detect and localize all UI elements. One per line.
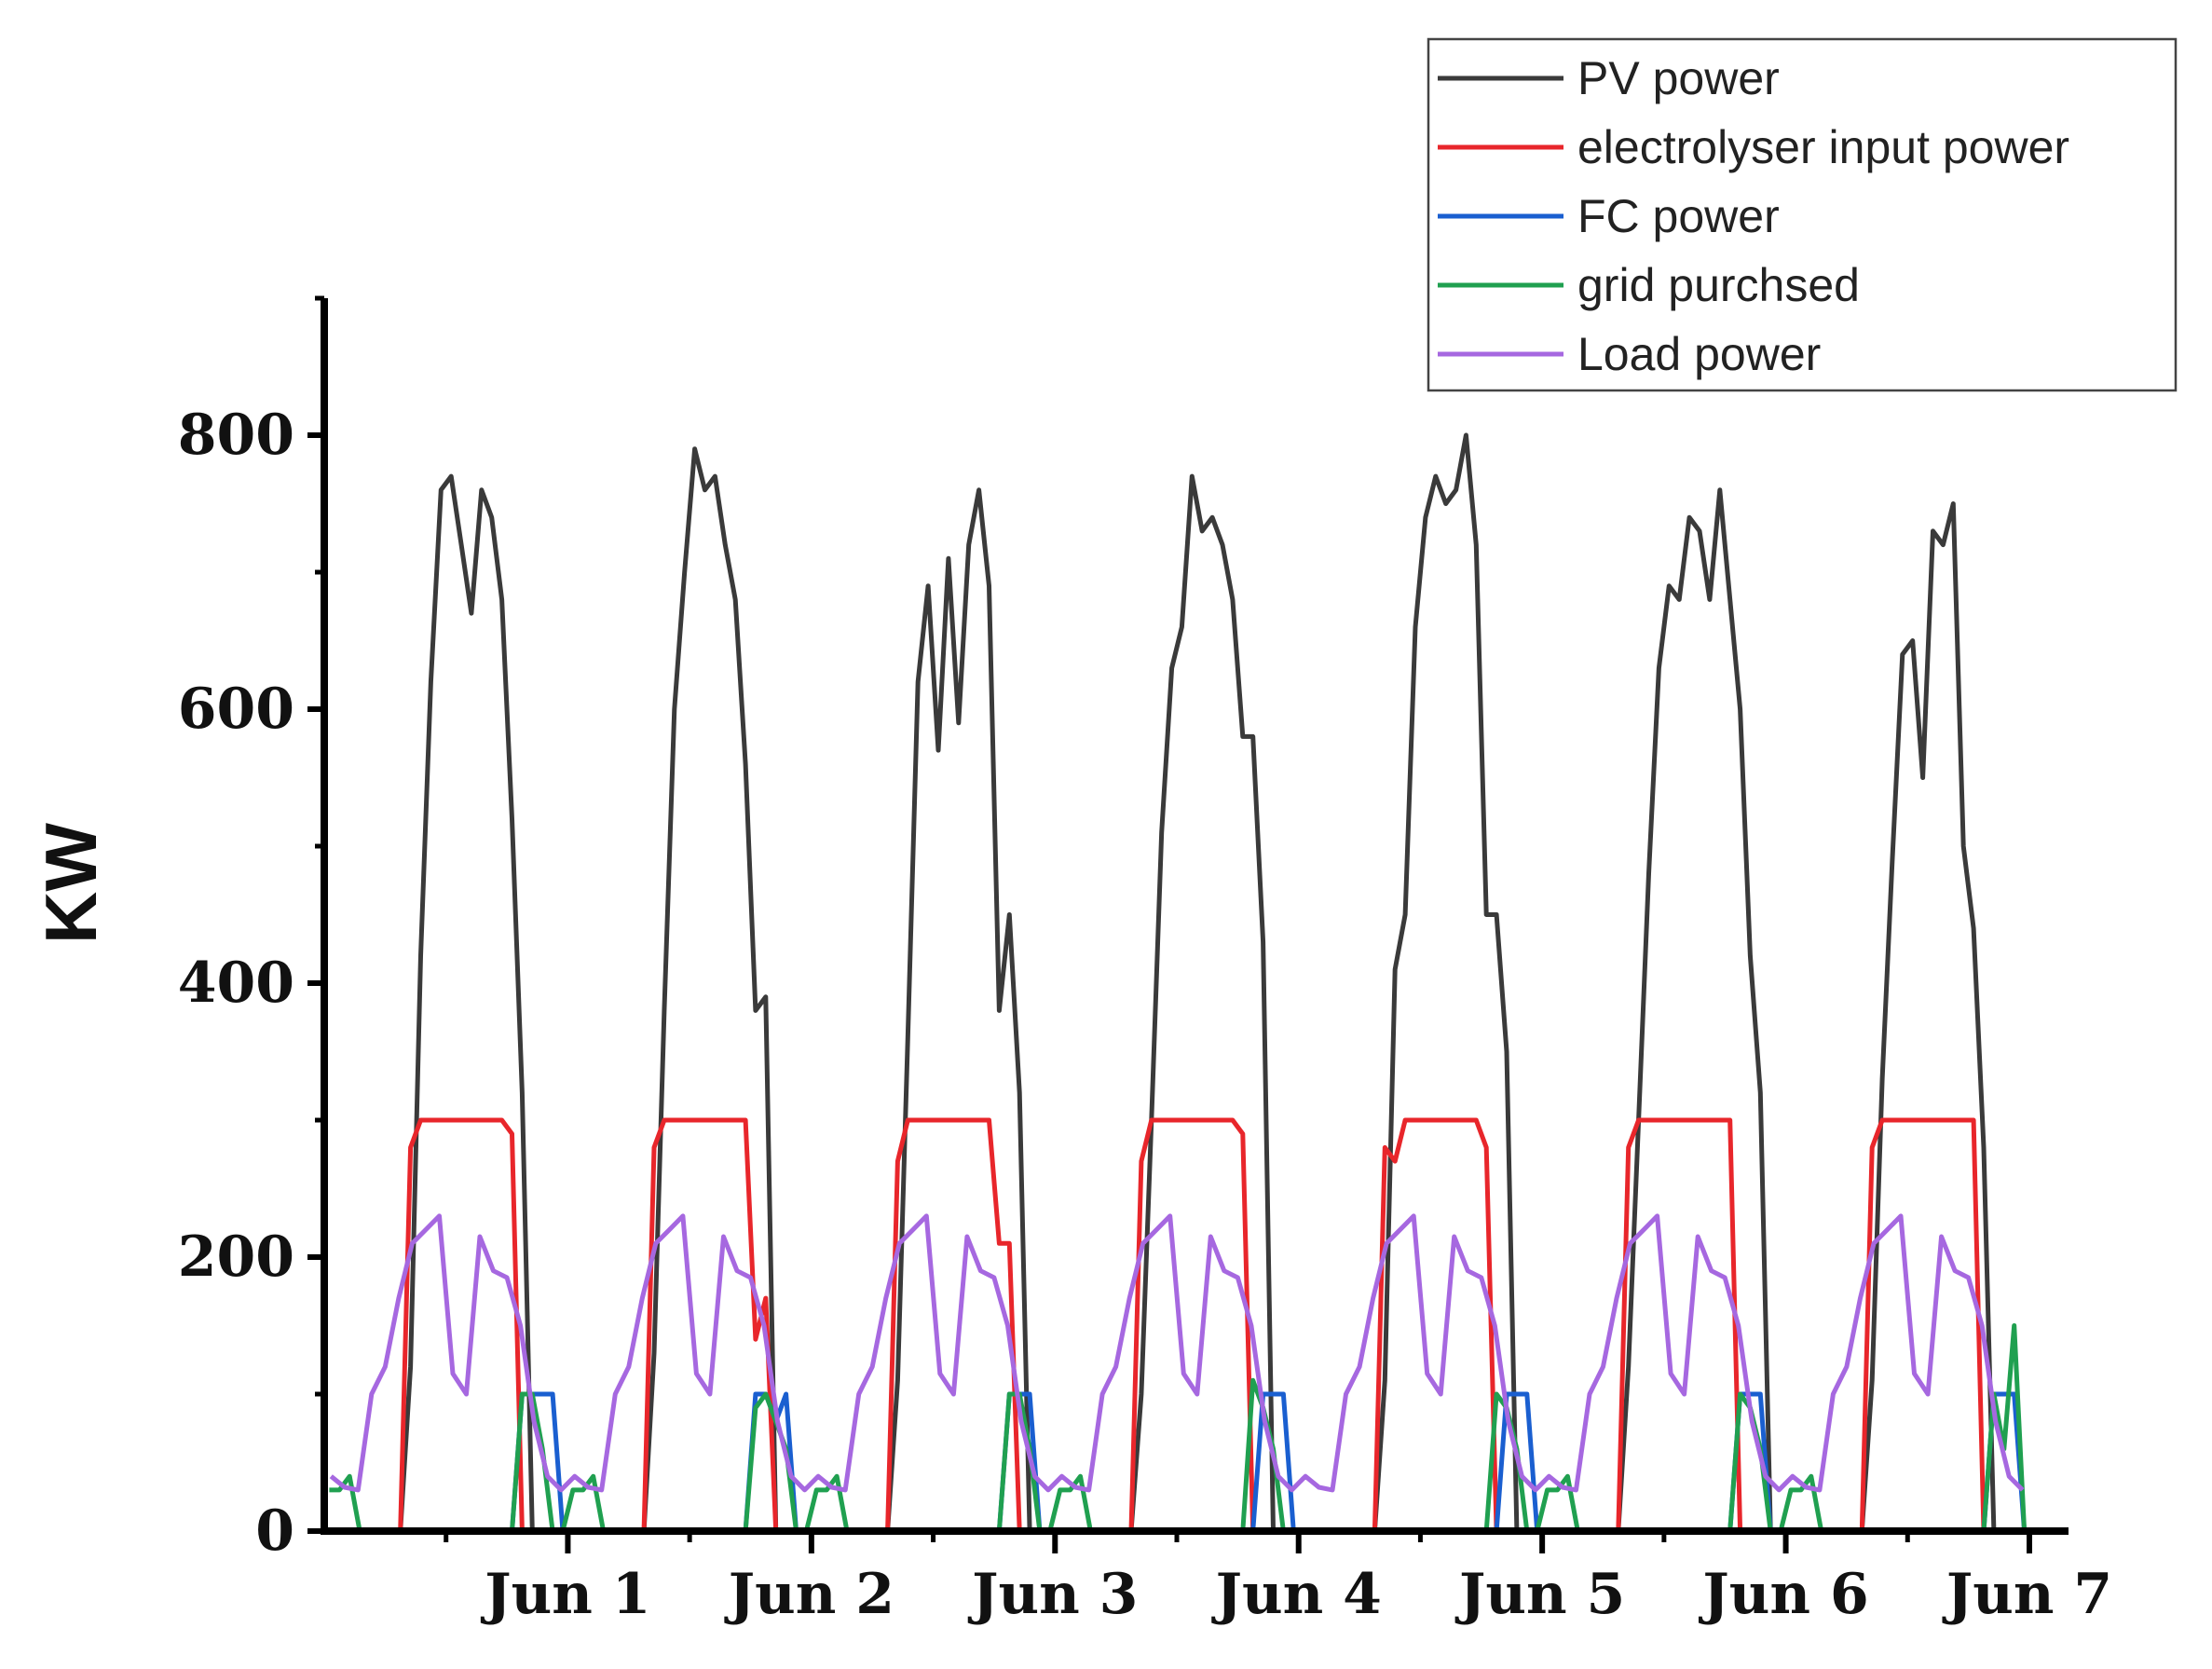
- series-line-4: [329, 1213, 2025, 1493]
- y-tick-label: 600: [178, 677, 294, 742]
- series-layer: [329, 432, 2028, 1534]
- legend-label: Load power: [1577, 328, 1821, 380]
- y-axis-title: KW: [30, 823, 112, 944]
- y-tick-label: 400: [178, 951, 294, 1016]
- legend: PV power electrolyser input power FC power…: [1427, 37, 2178, 392]
- x-tick-label: Jun 4: [1211, 1562, 1382, 1627]
- y-tick-label: 0: [255, 1498, 294, 1564]
- legend-label: FC power: [1577, 190, 1780, 242]
- x-tick-label: Jun 2: [724, 1562, 894, 1627]
- x-tick-label: Jun 6: [1698, 1562, 1868, 1627]
- series-line-0: [329, 432, 2025, 1534]
- x-tick-label: Jun 7: [1942, 1562, 2112, 1627]
- axes-layer: [307, 295, 2069, 1553]
- x-tick-label: Jun 1: [480, 1562, 650, 1627]
- legend-label: electrolyser input power: [1577, 121, 2069, 173]
- legend-label: PV power: [1577, 52, 1780, 104]
- y-tick-label: 800: [178, 403, 294, 468]
- x-tick-label: Jun 5: [1454, 1562, 1625, 1627]
- x-tick-label: Jun 3: [967, 1562, 1138, 1627]
- legend-label: grid purchsed: [1577, 259, 1860, 311]
- labels-layer: 0 200 400 600 800 Jun 1 Jun 2 Jun 3 Jun 4 Jun 5 Ju…: [178, 403, 2112, 1627]
- y-tick-label: 200: [178, 1224, 294, 1290]
